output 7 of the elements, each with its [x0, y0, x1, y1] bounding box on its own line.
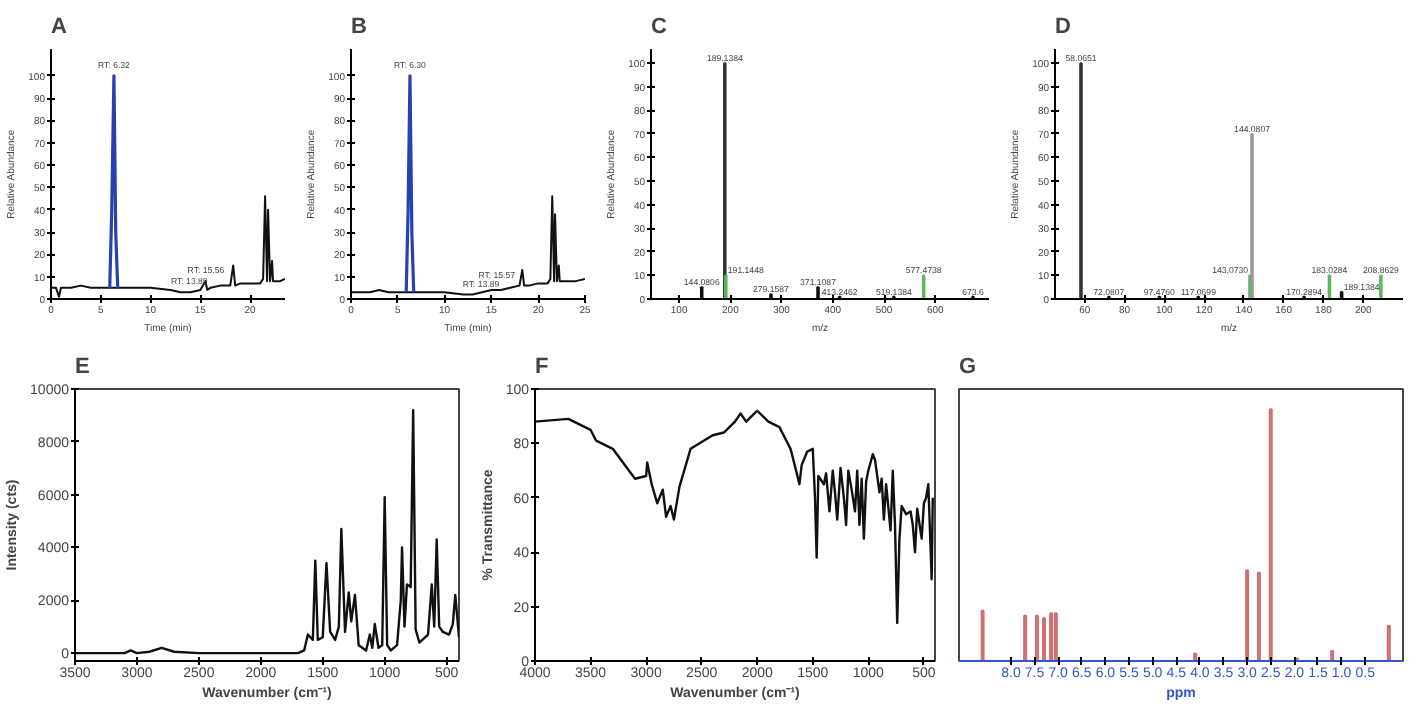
chart-title: E [75, 355, 90, 379]
chart-title: D [1055, 15, 1071, 39]
chart-title: G [959, 355, 977, 379]
chart-title: F [535, 355, 549, 379]
chart-title: C [651, 15, 667, 39]
chart-title: A [51, 15, 67, 39]
chart-title: B [351, 15, 367, 39]
